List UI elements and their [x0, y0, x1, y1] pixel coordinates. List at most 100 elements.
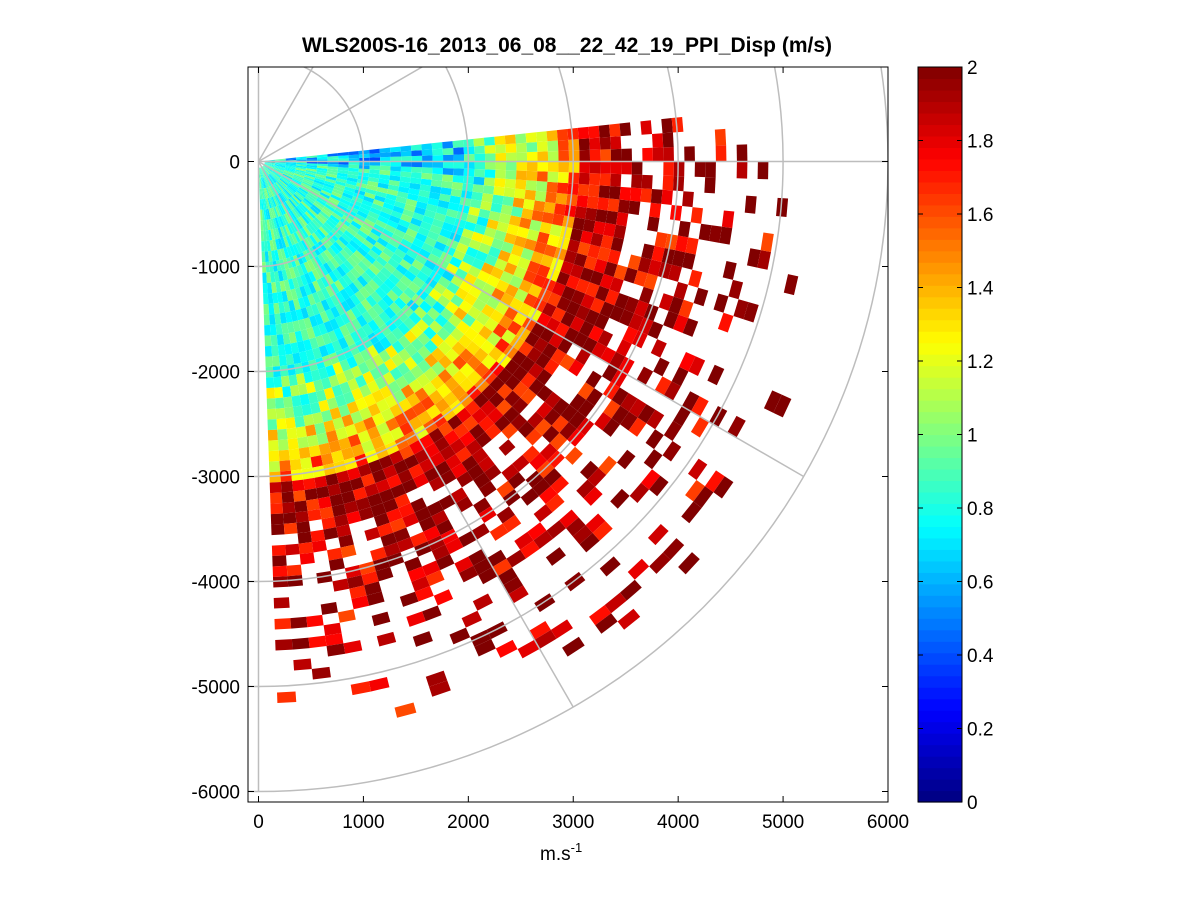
- scan-cell-753: [447, 414, 463, 430]
- scan-cell-1111: [263, 165, 273, 172]
- scan-cell-1810: [505, 170, 517, 180]
- scan-cell-1127: [399, 258, 412, 271]
- scan-cell-25: [267, 429, 278, 441]
- scan-cell-1630: [336, 175, 348, 181]
- scan-cell-981: [610, 488, 630, 509]
- scan-cell-866: [339, 249, 351, 260]
- scan-cell-295: [266, 187, 271, 198]
- scan-cell-1010: [458, 334, 473, 349]
- colorbar-swatch-44: [918, 285, 962, 298]
- scan-cell-831: [410, 337, 425, 352]
- scan-cell-1559: [466, 213, 479, 225]
- scan-cell-448: [366, 426, 381, 440]
- scan-cell-611: [356, 327, 368, 340]
- scan-cell-328: [364, 526, 381, 542]
- scan-cell-1371: [273, 167, 284, 173]
- scan-cell-215: [275, 238, 281, 250]
- scan-cell-154: [301, 467, 315, 480]
- scan-cell-1616: [641, 243, 655, 260]
- scan-cell-1773: [556, 182, 569, 194]
- scan-cell-404: [357, 430, 371, 444]
- colorbar-swatch-45: [918, 273, 962, 286]
- scan-cell-630: [471, 523, 490, 540]
- scan-cell-1380: [360, 203, 372, 212]
- scan-cell-1237: [673, 406, 691, 427]
- scan-cell-736: [342, 274, 353, 286]
- scan-cell-1539: [264, 163, 275, 167]
- scan-cell-790: [404, 343, 418, 357]
- scan-cell-469: [282, 214, 289, 225]
- scan-cell-1322: [597, 329, 614, 347]
- scan-cell-18: [265, 356, 273, 368]
- scan-cell-221: [288, 300, 296, 312]
- scan-cell-971: [496, 383, 513, 400]
- scan-cell-422: [264, 176, 270, 187]
- scan-cell-546: [445, 537, 464, 555]
- scan-cell-809: [262, 166, 270, 175]
- scan-cell-1021: [551, 415, 569, 433]
- scan-cell-569: [345, 321, 357, 334]
- scan-cell-1108: [643, 449, 663, 470]
- scan-cell-485: [350, 365, 363, 379]
- scan-cell-836: [444, 376, 460, 392]
- scan-cell-1952: [327, 153, 339, 157]
- scan-cell-1351: [499, 270, 514, 284]
- scan-cell-403: [353, 420, 367, 434]
- colorbar-swatch-12: [918, 652, 962, 665]
- scan-cell-694: [338, 277, 349, 289]
- scan-cell-1354: [528, 283, 543, 298]
- scan-cell-1850: [516, 161, 528, 171]
- scan-cell-1336: [358, 206, 370, 215]
- colorbar-tick-label-10: 2: [967, 58, 978, 79]
- scan-cell-1169: [376, 237, 389, 248]
- scan-cell-266: [298, 318, 307, 331]
- x-axis-label-main: m.s: [540, 844, 571, 865]
- scan-cell-134: [272, 260, 278, 272]
- scan-cell-1620: [681, 252, 696, 270]
- scan-cell-1735: [576, 195, 589, 208]
- scan-cell-375: [425, 670, 448, 687]
- scan-cell-1102: [528, 362, 544, 379]
- chart-title: WLS200S-16_2013_06_08__22_42_19_PPI_Disp…: [302, 34, 832, 57]
- scan-cell-443: [347, 378, 360, 392]
- scan-cell-957: [391, 285, 404, 298]
- scan-cell-823: [356, 275, 369, 287]
- colorbar-swatch-2: [918, 767, 962, 780]
- scan-cell-1326: [264, 164, 274, 169]
- scan-cell-1346: [452, 249, 466, 261]
- scan-cell-782: [352, 278, 364, 291]
- scan-cell-1782: [650, 189, 663, 204]
- scan-cell-482: [337, 337, 349, 350]
- scan-cell-521: [321, 287, 331, 300]
- scan-cell-1555: [425, 203, 438, 213]
- scan-cell-543: [431, 510, 449, 526]
- scan-cell-837: [451, 384, 467, 400]
- scan-cell-222: [290, 310, 299, 322]
- scan-cell-172: [270, 229, 276, 241]
- scan-cell-650: [328, 271, 339, 283]
- colorbar-swatch-1: [918, 779, 962, 792]
- scan-cell-255: [270, 207, 275, 219]
- scan-cell-427: [284, 224, 291, 236]
- scan-cell-105: [282, 386, 292, 398]
- scan-cell-851: [572, 525, 593, 545]
- scan-cell-1526: [573, 252, 588, 268]
- scan-cell-1398: [532, 273, 547, 288]
- scan-cell-827: [383, 306, 397, 320]
- scan-cell-1960: [410, 144, 422, 151]
- scan-cell-1255: [409, 243, 422, 254]
- scan-cell-946: [308, 207, 318, 217]
- scan-cell-658: [373, 340, 386, 354]
- scan-cell-939: [649, 552, 671, 574]
- scan-cell-1377: [331, 191, 343, 199]
- scan-cell-145: [288, 374, 298, 387]
- scan-cell-1179: [463, 292, 478, 306]
- scan-cell-1659: [664, 233, 678, 251]
- scan-cell-181: [286, 321, 295, 334]
- scan-cell-1483: [550, 257, 564, 272]
- scan-cell-1473: [451, 225, 465, 236]
- scan-cell-1893: [526, 151, 538, 162]
- scan-cell-430: [296, 253, 304, 265]
- scan-cell-1395: [503, 262, 518, 276]
- scan-cell-1663: [757, 250, 771, 270]
